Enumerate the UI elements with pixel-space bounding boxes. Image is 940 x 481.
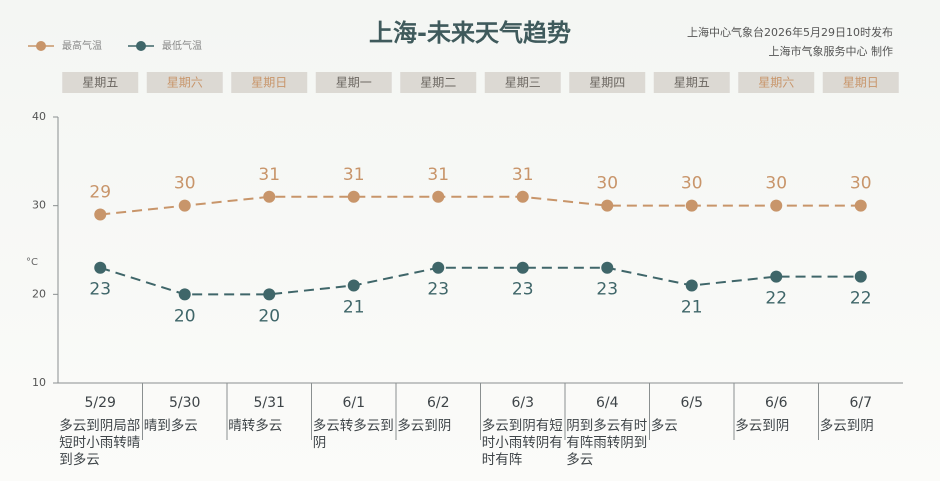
weekday-box xyxy=(484,72,561,93)
value-label: 31 xyxy=(427,165,449,185)
point xyxy=(770,270,783,283)
value-label: 22 xyxy=(850,289,872,309)
weather-text: 晴转多云 xyxy=(228,418,283,434)
point xyxy=(263,288,276,301)
y-tick-label: 20 xyxy=(32,287,46,300)
point xyxy=(854,199,867,212)
point xyxy=(178,288,191,301)
series-line xyxy=(100,195,861,216)
chart-title: 上海-未来天气趋势 xyxy=(369,19,571,47)
weekday-label: 星期五 xyxy=(674,76,710,90)
weekday-label: 星期日 xyxy=(251,76,287,90)
y-tick-label: 40 xyxy=(32,110,46,123)
weekday-box xyxy=(653,72,730,93)
point xyxy=(516,190,529,203)
legend-marker xyxy=(136,41,146,51)
source: 上海中心气象台2026年5月29日10时发布 xyxy=(687,25,893,39)
weekday-box xyxy=(315,72,392,93)
weekday-box xyxy=(146,72,223,93)
weather-text: 阴到多云有时有阵雨转阴到多云 xyxy=(566,418,648,468)
weekday-label: 星期三 xyxy=(505,76,541,90)
weekday-label: 星期一 xyxy=(336,76,372,90)
y-tick-label: 30 xyxy=(32,199,46,212)
weekday-box xyxy=(231,72,308,93)
x-tick-label: 6/7 xyxy=(849,395,872,411)
weekday-box xyxy=(569,72,646,93)
point xyxy=(432,190,445,203)
weather-text: 多云到阴 xyxy=(735,418,790,434)
x-tick-label: 5/29 xyxy=(85,395,116,411)
x-tick-label: 6/4 xyxy=(596,395,619,411)
y-tick-label: 10 xyxy=(32,376,46,389)
weather-text: 多云到阴 xyxy=(397,418,452,434)
value-label: 20 xyxy=(174,306,196,326)
weather-text: 多云到阴 xyxy=(819,418,874,434)
weather-text: 多云转多云到阴 xyxy=(312,418,394,451)
series-line xyxy=(99,266,861,296)
legend-label: 最高气温 xyxy=(62,39,102,52)
weekday-box xyxy=(822,72,899,93)
value-label: 22 xyxy=(765,289,787,309)
value-label: 21 xyxy=(343,297,365,317)
value-label: 30 xyxy=(596,174,618,194)
value-label: 30 xyxy=(850,174,872,194)
value-label: 31 xyxy=(343,165,365,185)
value-label: 20 xyxy=(258,306,280,326)
x-tick-label: 6/6 xyxy=(765,395,788,411)
point xyxy=(685,279,698,292)
weather-text: 多云到阴有短时小雨转阴有时有阵 xyxy=(481,418,563,468)
weekday-label: 星期二 xyxy=(420,76,456,90)
value-label: 23 xyxy=(512,280,534,300)
y-axis-label: °C xyxy=(26,257,38,268)
point xyxy=(601,261,614,274)
value-label: 21 xyxy=(681,297,703,317)
maker: 上海市气象服务中心 制作 xyxy=(769,44,894,58)
weekday-box xyxy=(62,72,139,93)
x-tick-label: 6/3 xyxy=(511,395,534,411)
x-tick-label: 6/2 xyxy=(427,395,450,411)
weekday-label: 星期日 xyxy=(843,76,879,90)
value-label: 30 xyxy=(174,174,196,194)
value-label: 31 xyxy=(512,165,534,185)
weekday-label: 星期四 xyxy=(589,76,625,90)
weekday-label: 星期六 xyxy=(758,76,794,90)
point xyxy=(347,190,360,203)
point xyxy=(601,199,614,212)
value-label: 23 xyxy=(596,280,618,300)
value-label: 29 xyxy=(89,183,111,203)
weekday-label: 星期五 xyxy=(82,76,118,90)
weekday-label: 星期六 xyxy=(167,76,203,90)
value-label: 30 xyxy=(765,174,787,194)
point xyxy=(854,270,867,283)
value-label: 23 xyxy=(89,280,111,300)
legend-marker xyxy=(36,41,46,51)
point xyxy=(516,261,529,274)
point xyxy=(94,208,107,221)
point xyxy=(347,279,360,292)
x-tick-label: 5/31 xyxy=(254,395,285,411)
weekday-box xyxy=(738,72,815,93)
weekday-box xyxy=(400,72,477,93)
weather-text: 多云到阴局部短时小雨转晴到多云 xyxy=(59,418,141,468)
weather-text: 多云 xyxy=(650,418,678,434)
legend-label: 最低气温 xyxy=(162,39,202,52)
point xyxy=(178,199,191,212)
value-label: 31 xyxy=(258,165,280,185)
point xyxy=(94,261,107,274)
point xyxy=(770,199,783,212)
x-tick-label: 5/30 xyxy=(169,395,200,411)
point xyxy=(263,190,276,203)
point xyxy=(685,199,698,212)
x-tick-label: 6/1 xyxy=(342,395,365,411)
value-label: 23 xyxy=(427,280,449,300)
weather-text: 晴到多云 xyxy=(143,418,198,434)
point xyxy=(432,261,445,274)
x-tick-label: 6/5 xyxy=(680,395,703,411)
value-label: 30 xyxy=(681,174,703,194)
